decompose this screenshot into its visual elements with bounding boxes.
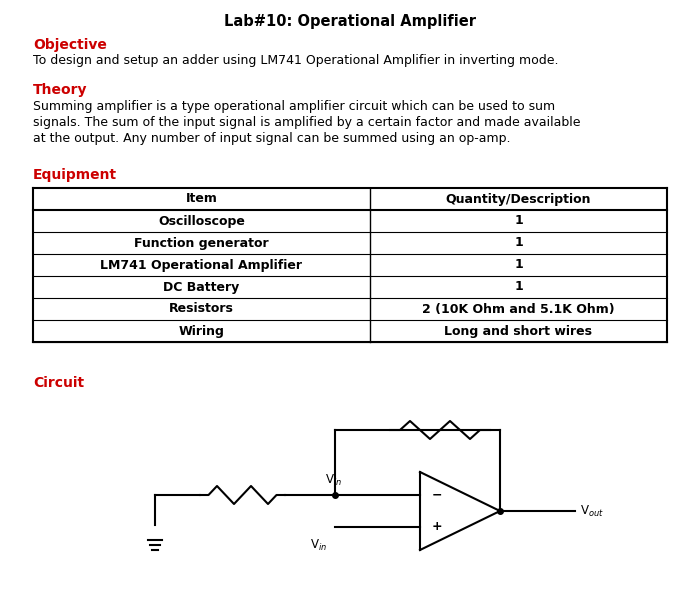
Text: LM741 Operational Amplifier: LM741 Operational Amplifier xyxy=(101,259,302,271)
Text: Item: Item xyxy=(186,193,218,206)
Text: To design and setup an adder using LM741 Operational Amplifier in inverting mode: To design and setup an adder using LM741… xyxy=(33,54,559,67)
Text: Equipment: Equipment xyxy=(33,168,117,182)
Text: $\mathdefault{V}_{in}$: $\mathdefault{V}_{in}$ xyxy=(325,473,342,488)
Text: Wiring: Wiring xyxy=(178,325,225,337)
Text: $\mathdefault{V}_{out}$: $\mathdefault{V}_{out}$ xyxy=(580,503,604,518)
Text: Summing amplifier is a type operational amplifier circuit which can be used to s: Summing amplifier is a type operational … xyxy=(33,100,555,113)
Text: 1: 1 xyxy=(514,237,523,249)
Text: Objective: Objective xyxy=(33,38,107,52)
Text: 1: 1 xyxy=(514,259,523,271)
Text: Theory: Theory xyxy=(33,83,88,97)
Text: signals. The sum of the input signal is amplified by a certain factor and made a: signals. The sum of the input signal is … xyxy=(33,116,580,129)
Text: at the output. Any number of input signal can be summed using an op-amp.: at the output. Any number of input signa… xyxy=(33,132,510,145)
Text: Resistors: Resistors xyxy=(169,303,234,315)
Text: −: − xyxy=(432,489,442,501)
Text: Oscilloscope: Oscilloscope xyxy=(158,215,245,228)
Text: 2 (10K Ohm and 5.1K Ohm): 2 (10K Ohm and 5.1K Ohm) xyxy=(422,303,615,315)
Text: Long and short wires: Long and short wires xyxy=(444,325,592,337)
Text: 1: 1 xyxy=(514,215,523,228)
Text: Function generator: Function generator xyxy=(134,237,269,249)
Text: $\mathdefault{V}_{in}$: $\mathdefault{V}_{in}$ xyxy=(310,538,327,553)
Text: DC Battery: DC Battery xyxy=(163,281,239,293)
Text: 1: 1 xyxy=(514,281,523,293)
Text: Lab#10: Operational Amplifier: Lab#10: Operational Amplifier xyxy=(224,14,476,29)
Text: Circuit: Circuit xyxy=(33,376,84,390)
Text: +: + xyxy=(432,520,442,534)
Text: Quantity/Description: Quantity/Description xyxy=(446,193,592,206)
